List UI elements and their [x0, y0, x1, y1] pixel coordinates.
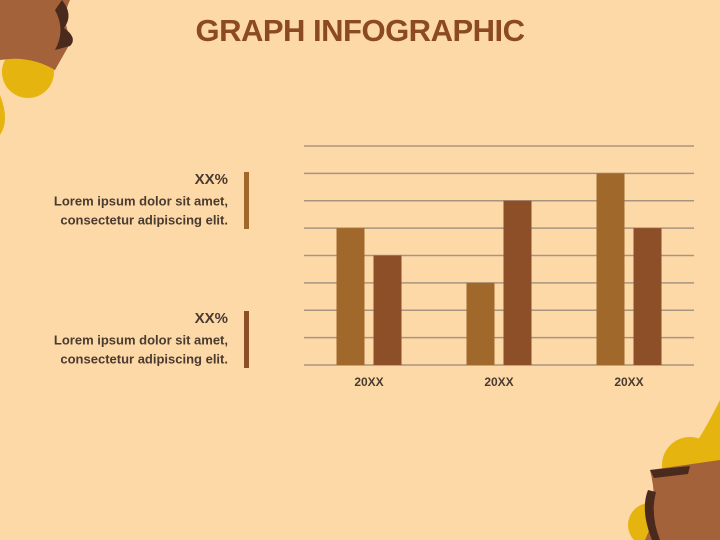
bar — [503, 200, 532, 365]
block-text: consectetur adipiscing elit. — [60, 212, 228, 227]
bar — [596, 173, 625, 365]
corner-decoration-bottom-right — [628, 400, 720, 540]
x-tick-label: 20XX — [614, 375, 643, 389]
bar — [373, 255, 402, 365]
slide-title: GRAPH INFOGRAPHIC — [195, 13, 524, 48]
block-accent — [244, 311, 249, 368]
bar — [633, 228, 662, 365]
block-text: Lorem ipsum dolor sit amet, — [54, 193, 228, 208]
block-text: consectetur adipiscing elit. — [60, 351, 228, 366]
corner-decoration-top-left — [0, 0, 73, 135]
block-text: Lorem ipsum dolor sit amet, — [54, 332, 228, 347]
bar — [336, 228, 365, 365]
block-value: XX% — [195, 310, 228, 327]
bar — [466, 282, 495, 365]
x-tick-label: 20XX — [484, 375, 513, 389]
block-value: XX% — [195, 171, 228, 188]
block-accent — [244, 172, 249, 229]
x-tick-label: 20XX — [354, 375, 383, 389]
